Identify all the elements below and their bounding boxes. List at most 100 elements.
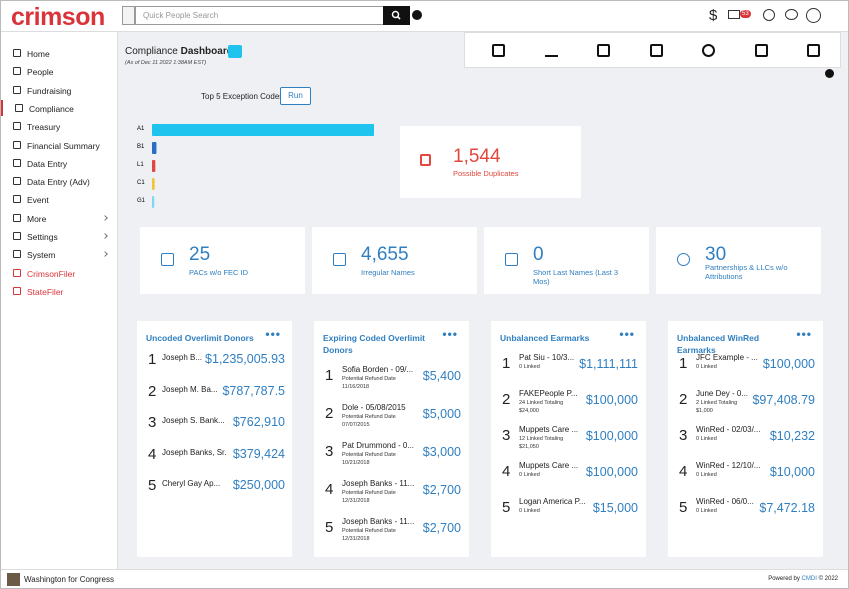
toolbar-button[interactable]	[807, 44, 820, 57]
item-name[interactable]: Joseph Banks - 11...	[342, 479, 415, 488]
item-name[interactable]: Muppets Care ...	[519, 425, 579, 434]
item-name[interactable]: WinRed - 06/0...	[696, 497, 754, 506]
panel-title[interactable]: Expiring Coded Overlimit Donors	[323, 333, 426, 355]
item-name[interactable]: Joseph M. Ba...	[162, 384, 218, 394]
nav-item[interactable]: Compliance	[1, 99, 118, 116]
nav-item[interactable]: Financial Summary	[1, 137, 118, 153]
rank: 3	[148, 414, 157, 431]
nav-chevron	[102, 214, 108, 221]
powered-by: Powered by CMDI © 2022	[768, 576, 838, 582]
item-sub: 0 Linked	[519, 364, 540, 370]
nav-chevron	[102, 233, 108, 239]
item-amount: $100,000	[762, 357, 815, 371]
nav-item[interactable]: Treasury	[1, 118, 118, 134]
item-name[interactable]: Joseph B...	[162, 353, 203, 362]
nav-item[interactable]: Event	[1, 191, 118, 207]
item-name[interactable]: Pat Siu - 10/3...	[519, 353, 575, 362]
item-name[interactable]: Joseph Banks - 11...	[342, 517, 415, 526]
nav-item[interactable]: StateFiler	[1, 283, 118, 299]
stat-card[interactable]: 30 Partnerships & LLCs w/o Attributions	[656, 227, 821, 294]
bar	[152, 160, 156, 172]
rank: 3	[325, 443, 334, 460]
item-name[interactable]: FAKEPeople P...	[519, 389, 578, 398]
dashboard-title: Compliance Dashboard	[125, 46, 233, 57]
item-sub: 2 Linked Totaling	[696, 400, 738, 406]
item-name[interactable]: JFC Example - ...	[696, 353, 758, 362]
stat-label: Partnerships & LLCs w/o Attributions	[705, 263, 788, 281]
search-box[interactable]: Quick People Search	[135, 6, 384, 25]
category-label: A1	[137, 126, 145, 132]
toolbar-button[interactable]	[544, 44, 558, 57]
nav-item[interactable]: System	[1, 246, 118, 262]
search-placeholder: Quick People Search	[143, 11, 219, 20]
account-name[interactable]: Washington for Congress	[24, 575, 114, 584]
stat-card[interactable]: 0 Short Last Names (Last 3 Mos)	[484, 227, 649, 294]
user-icon[interactable]	[806, 8, 821, 23]
item-name[interactable]: Joseph S. Bank...	[162, 416, 225, 425]
mail-icon[interactable]	[728, 10, 740, 19]
refresh-button[interactable]	[228, 45, 242, 58]
toolbar-button[interactable]	[649, 44, 663, 57]
help-circle[interactable]	[763, 9, 775, 21]
nav-label: Fundraising	[27, 85, 72, 96]
item-amount: $7,472.18	[759, 501, 815, 515]
item-sub2: 12/31/2018	[342, 536, 370, 542]
rank: 5	[679, 499, 688, 516]
toolbar-button[interactable]	[754, 44, 768, 57]
stat-card[interactable]: 25 PACs w/o FEC ID	[140, 227, 305, 294]
panel-title[interactable]: Unbalanced Earmarks	[500, 333, 590, 343]
toolbar-button[interactable]	[597, 44, 610, 57]
item-name[interactable]: Joseph Banks, Sr.	[162, 447, 227, 457]
item-amount: $97,408.79	[752, 393, 815, 407]
nav-label: Financial Summary	[27, 140, 100, 151]
item-sub: Potential Refund Date	[342, 528, 396, 534]
item-name[interactable]: Pat Drummond - 0...	[342, 441, 415, 450]
panel-title[interactable]: Unbalanced WinRed Earmarks	[677, 333, 760, 355]
item-name[interactable]: Cheryl Gay Ap...	[162, 479, 221, 488]
nav-item[interactable]: CrimsonFiler	[1, 265, 118, 281]
bar	[152, 178, 155, 190]
powered-text: Powered by	[768, 576, 800, 582]
panel-menu[interactable]: •••	[619, 327, 635, 341]
rank: 1	[148, 351, 157, 368]
help-icon[interactable]	[412, 10, 422, 20]
nav-item[interactable]: People	[1, 63, 118, 79]
item-name[interactable]: June Dey - 0...	[696, 389, 749, 398]
top-bar: crimson Quick People Search $ 53	[1, 1, 848, 32]
toolbar-button[interactable]	[702, 44, 715, 57]
chat-icon[interactable]	[785, 9, 798, 20]
item-name[interactable]: WinRed - 12/10/...	[696, 461, 761, 470]
item-sub2: $21,050	[519, 444, 539, 450]
stat-icon	[161, 253, 174, 266]
nav-item[interactable]: Data Entry (Adv)	[1, 173, 118, 189]
search-button[interactable]	[383, 6, 410, 25]
nav-icon	[15, 103, 23, 112]
panel-title[interactable]: Uncoded Overlimit Donors	[146, 333, 254, 343]
duplicates-card[interactable]: 1,544 Possible Duplicates	[400, 126, 581, 198]
search-dropdown[interactable]	[122, 6, 135, 25]
logo[interactable]: crimson	[11, 3, 105, 31]
panel-menu[interactable]: •••	[265, 327, 281, 341]
item-sub: 0 Linked	[696, 472, 717, 478]
nav-item[interactable]: Data Entry	[1, 155, 118, 171]
nav-item[interactable]: Settings	[1, 228, 118, 244]
dollar-icon[interactable]: $	[709, 7, 718, 24]
brand[interactable]: CMDI	[801, 576, 817, 582]
item-name[interactable]: Sofia Borden - 09/...	[342, 365, 414, 374]
rank: 4	[502, 463, 511, 480]
item-sub: 0 Linked	[519, 472, 540, 478]
stat-card[interactable]: 4,655 Irregular Names	[312, 227, 477, 294]
nav-icon	[13, 158, 21, 167]
nav-item[interactable]: Home	[1, 45, 118, 61]
item-name[interactable]: Dole - 05/08/2015	[342, 403, 406, 412]
item-name[interactable]: Muppets Care ...	[519, 461, 579, 470]
item-name[interactable]: WinRed - 02/03/...	[696, 425, 761, 434]
nav-item[interactable]: More	[1, 210, 118, 226]
nav-item[interactable]: Fundraising	[1, 82, 118, 98]
toolbar-button[interactable]	[492, 44, 505, 57]
collapse-button[interactable]	[825, 69, 834, 78]
panel-menu[interactable]: •••	[442, 327, 458, 341]
item-name[interactable]: Logan America P...	[519, 497, 586, 506]
panel-menu[interactable]: •••	[796, 327, 812, 341]
run-button[interactable]: Run	[280, 87, 311, 105]
